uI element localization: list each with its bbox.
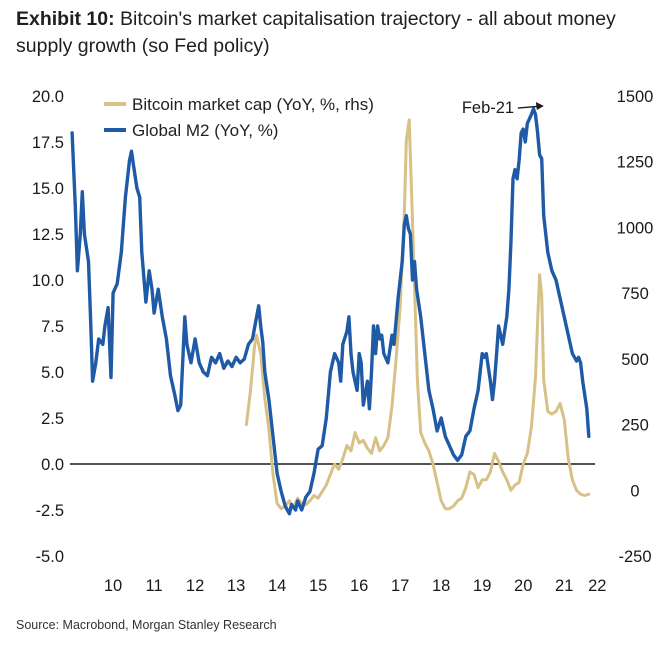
left-tick-label: 12.5 [32,226,64,244]
left-tick-label: 2.5 [41,410,64,428]
x-tick-label: 22 [588,577,606,595]
legend-label-m2: Global M2 (YoY, %) [132,121,279,140]
x-tick-label: 14 [268,577,286,595]
legend-label-btc: Bitcoin market cap (YoY, %, rhs) [132,95,374,114]
left-tick-label: 17.5 [32,134,64,152]
x-tick-label: 10 [104,577,122,595]
left-tick-label: -2.5 [36,502,64,520]
left-axis: -5.0 -2.5 0.0 2.5 5.0 7.5 10.0 12.5 15.0 17.5 20.0 [32,88,64,566]
legend-swatch-btc [104,101,126,106]
annotation: Feb-21 [462,99,544,117]
right-tick-label: 1250 [617,154,654,172]
x-tick-label: 12 [186,577,204,595]
x-tick-label: 19 [473,577,491,595]
title-text: Bitcoin's market capitalisation trajecto… [16,8,616,57]
right-tick-label: 250 [621,417,649,435]
x-tick-label: 17 [391,577,409,595]
left-tick-label: 7.5 [41,318,64,336]
right-tick-label: 0 [630,482,639,500]
series-line-global-m2 [70,107,591,516]
right-tick-label: -250 [618,548,651,566]
source-note: Source: Macrobond, Morgan Stanley Resear… [16,618,277,632]
legend-item-m2: Global M2 (YoY, %) [104,121,278,141]
series-layer [70,107,591,516]
x-tick-label: 15 [309,577,327,595]
exhibit-label: Exhibit 10: [16,8,115,30]
right-axis: -250 0 250 500 750 1000 1250 1500 [617,88,654,566]
left-tick-label: 0.0 [41,456,64,474]
annotation-label: Feb-21 [462,99,514,117]
left-tick-label: 10.0 [32,272,64,290]
right-tick-label: 500 [621,351,649,369]
right-tick-label: 1000 [617,219,654,237]
series-line-btc-market-cap [244,118,591,511]
legend-swatch-m2 [104,127,126,132]
left-tick-label: 20.0 [32,88,64,106]
x-tick-label: 21 [555,577,573,595]
x-tick-label: 16 [350,577,368,595]
x-axis: 10 11 12 13 14 15 16 17 18 19 20 21 22 [104,577,607,595]
right-tick-label: 750 [621,285,649,303]
x-tick-label: 11 [146,577,163,595]
chart-title: Exhibit 10: Bitcoin's market capitalisat… [16,6,646,60]
left-tick-label: -5.0 [36,548,64,566]
right-tick-label: 1500 [617,88,654,106]
left-tick-label: 15.0 [32,180,64,198]
left-tick-label: 5.0 [41,364,64,382]
x-tick-label: 13 [227,577,245,595]
x-tick-label: 20 [514,577,532,595]
annotation-arrow-head [535,102,544,111]
legend-item-btc: Bitcoin market cap (YoY, %, rhs) [104,95,374,115]
x-tick-label: 18 [432,577,450,595]
